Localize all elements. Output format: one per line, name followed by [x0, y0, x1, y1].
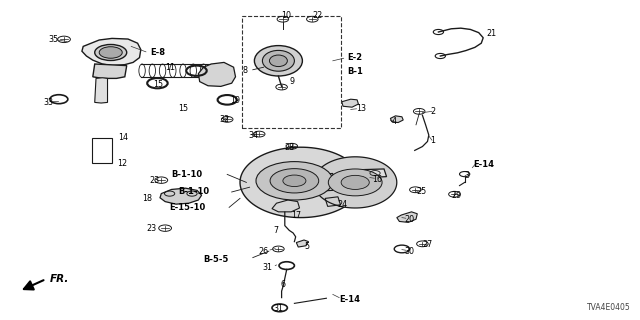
Text: TVA4E0405: TVA4E0405 [587, 303, 630, 312]
Text: 32: 32 [220, 116, 230, 124]
Text: 10: 10 [282, 12, 292, 20]
Text: B-1-10: B-1-10 [178, 188, 209, 196]
Text: FR.: FR. [50, 274, 69, 284]
Text: B-1: B-1 [348, 68, 364, 76]
Polygon shape [296, 240, 308, 247]
Text: E-8: E-8 [150, 48, 165, 57]
Polygon shape [364, 169, 387, 178]
Text: 27: 27 [422, 240, 433, 249]
Polygon shape [314, 157, 397, 208]
Text: 19: 19 [230, 96, 241, 105]
Text: 21: 21 [486, 29, 497, 38]
Ellipse shape [269, 55, 287, 67]
Text: 18: 18 [142, 194, 152, 203]
Text: 23: 23 [147, 224, 157, 233]
Text: 20: 20 [404, 215, 415, 224]
Text: 31: 31 [262, 263, 272, 272]
Text: 6: 6 [280, 280, 285, 289]
Polygon shape [95, 78, 108, 103]
Text: 7: 7 [273, 226, 278, 235]
Text: 15: 15 [178, 104, 188, 113]
Text: 5: 5 [305, 242, 310, 251]
Circle shape [270, 169, 319, 193]
Circle shape [99, 47, 122, 58]
Polygon shape [342, 99, 358, 107]
Polygon shape [93, 64, 127, 78]
Text: 16: 16 [372, 175, 383, 184]
Polygon shape [82, 38, 141, 66]
Text: 23: 23 [150, 176, 160, 185]
Text: 8: 8 [243, 66, 248, 75]
Text: E-14: E-14 [474, 160, 495, 169]
Text: 28: 28 [284, 143, 294, 152]
Polygon shape [160, 188, 202, 204]
Ellipse shape [262, 50, 294, 71]
Circle shape [95, 44, 127, 60]
Polygon shape [272, 200, 300, 212]
Text: 13: 13 [356, 104, 366, 113]
Polygon shape [390, 116, 403, 123]
Text: 4: 4 [392, 117, 397, 126]
Text: E-15-10: E-15-10 [170, 204, 206, 212]
Text: 2: 2 [430, 108, 435, 116]
Text: 25: 25 [416, 188, 426, 196]
Polygon shape [240, 147, 362, 218]
Text: B-1-10: B-1-10 [172, 170, 203, 179]
Circle shape [256, 162, 333, 200]
Text: E-14: E-14 [339, 295, 360, 304]
Text: 3: 3 [465, 172, 470, 180]
Text: 22: 22 [312, 12, 323, 20]
Text: 14: 14 [118, 133, 129, 142]
Text: 34: 34 [248, 132, 259, 140]
Text: 33: 33 [44, 98, 54, 107]
Text: E-2: E-2 [348, 53, 363, 62]
Circle shape [283, 175, 306, 187]
Text: 26: 26 [259, 247, 269, 256]
Polygon shape [198, 62, 236, 86]
Polygon shape [314, 173, 333, 191]
Text: 24: 24 [337, 200, 348, 209]
Text: 17: 17 [291, 212, 301, 220]
Text: 35: 35 [48, 36, 58, 44]
Circle shape [328, 169, 382, 196]
Bar [242, 16, 341, 128]
Text: 9: 9 [289, 77, 294, 86]
Text: B-5-5: B-5-5 [204, 255, 229, 264]
Text: 31: 31 [274, 304, 284, 313]
Text: 12: 12 [117, 159, 127, 168]
Ellipse shape [254, 45, 302, 76]
Text: 15: 15 [154, 80, 164, 89]
Circle shape [341, 175, 369, 189]
Text: 30: 30 [404, 247, 415, 256]
Text: 11: 11 [165, 63, 175, 72]
Polygon shape [397, 212, 417, 222]
Text: 1: 1 [430, 136, 435, 145]
Text: 29: 29 [452, 191, 462, 200]
